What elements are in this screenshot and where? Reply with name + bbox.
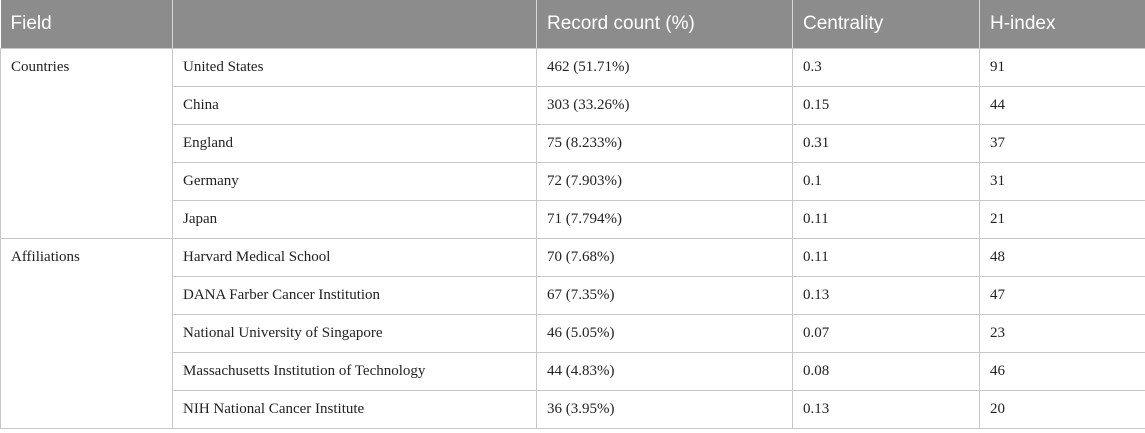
header-centrality: Centrality xyxy=(792,0,980,49)
table-row: Japan 71 (7.794%) 0.11 21 xyxy=(1,200,1145,239)
header-field: Field xyxy=(0,0,173,49)
field-cell-affiliations: Affiliations xyxy=(0,238,173,429)
table-row: National University of Singapore 46 (5.0… xyxy=(1,314,1145,353)
record-cell: 71 (7.794%) xyxy=(536,200,793,239)
table-row: England 75 (8.233%) 0.31 37 xyxy=(1,124,1145,163)
header-h-index: H-index xyxy=(979,0,1145,49)
record-cell: 303 (33.26%) xyxy=(536,86,793,125)
name-cell: Harvard Medical School xyxy=(172,238,537,277)
table-row: Countries United States 462 (51.71%) 0.3… xyxy=(0,48,1145,239)
name-cell: National University of Singapore xyxy=(172,314,537,353)
record-cell: 462 (51.71%) xyxy=(536,48,793,87)
name-cell: Japan xyxy=(172,200,537,239)
h-index-cell: 20 xyxy=(979,390,1145,429)
centrality-cell: 0.1 xyxy=(792,162,980,201)
name-cell: Massachusetts Institution of Technology xyxy=(172,352,537,391)
record-cell: 36 (3.95%) xyxy=(536,390,793,429)
name-cell: NIH National Cancer Institute xyxy=(172,390,537,429)
record-cell: 72 (7.903%) xyxy=(536,162,793,201)
header-name xyxy=(172,0,537,49)
name-cell: China xyxy=(172,86,537,125)
field-cell-countries: Countries xyxy=(0,48,173,239)
h-index-cell: 46 xyxy=(979,352,1145,391)
h-index-cell: 48 xyxy=(979,238,1145,277)
header-row: Field Record count (%) Centrality H-inde… xyxy=(0,0,1145,49)
h-index-cell: 21 xyxy=(979,200,1145,239)
h-index-cell: 44 xyxy=(979,86,1145,125)
name-cell: DANA Farber Cancer Institution xyxy=(172,276,537,315)
centrality-cell: 0.13 xyxy=(792,390,980,429)
table-row: Massachusetts Institution of Technology … xyxy=(1,352,1145,391)
centrality-cell: 0.07 xyxy=(792,314,980,353)
h-index-cell: 23 xyxy=(979,314,1145,353)
name-cell: England xyxy=(172,124,537,163)
centrality-cell: 0.3 xyxy=(792,48,980,87)
record-cell: 70 (7.68%) xyxy=(536,238,793,277)
table-row: Affiliations Harvard Medical School 70 (… xyxy=(0,238,1145,429)
centrality-cell: 0.31 xyxy=(792,124,980,163)
table-row: Germany 72 (7.903%) 0.1 31 xyxy=(1,162,1145,201)
h-index-cell: 37 xyxy=(979,124,1145,163)
record-cell: 46 (5.05%) xyxy=(536,314,793,353)
h-index-cell: 31 xyxy=(979,162,1145,201)
h-index-cell: 91 xyxy=(979,48,1145,87)
record-cell: 44 (4.83%) xyxy=(536,352,793,391)
record-cell: 75 (8.233%) xyxy=(536,124,793,163)
name-cell: Germany xyxy=(172,162,537,201)
centrality-cell: 0.11 xyxy=(792,200,980,239)
centrality-cell: 0.13 xyxy=(792,276,980,315)
h-index-cell: 47 xyxy=(979,276,1145,315)
centrality-cell: 0.08 xyxy=(792,352,980,391)
record-cell: 67 (7.35%) xyxy=(536,276,793,315)
table-row: DANA Farber Cancer Institution 67 (7.35%… xyxy=(1,276,1145,315)
table-row: NIH National Cancer Institute 36 (3.95%)… xyxy=(1,390,1145,429)
header-record-count: Record count (%) xyxy=(536,0,793,49)
centrality-cell: 0.11 xyxy=(792,238,980,277)
table-row: China 303 (33.26%) 0.15 44 xyxy=(1,86,1145,125)
centrality-cell: 0.15 xyxy=(792,86,980,125)
name-cell: United States xyxy=(172,48,537,87)
